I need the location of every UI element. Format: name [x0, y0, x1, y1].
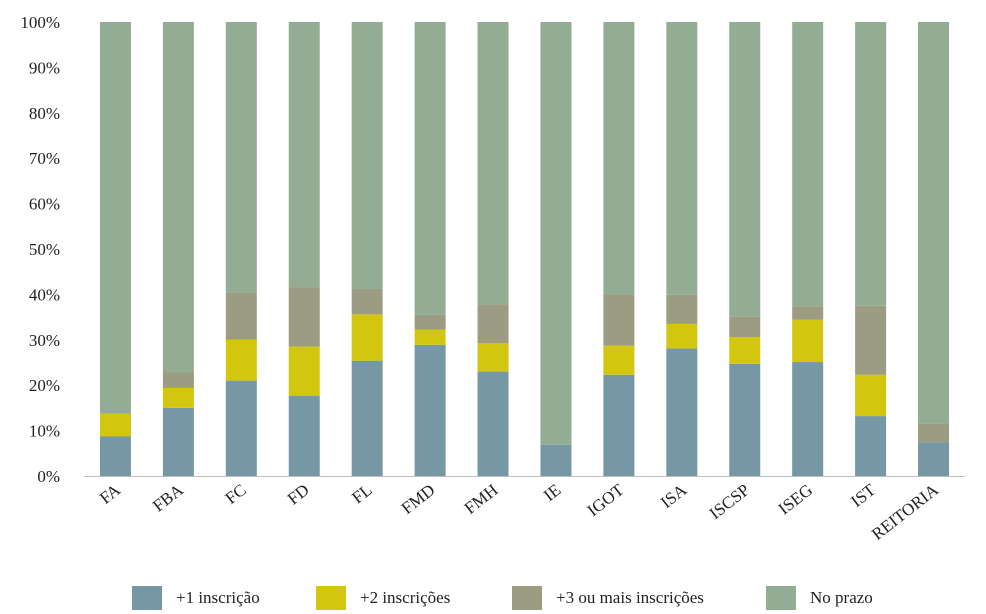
- bar-segment-fmh-s3: [477, 22, 509, 305]
- legend-item-plus2: +2 inscrições: [316, 586, 450, 610]
- bar-segment-ie-s3: [540, 22, 572, 445]
- bar-segment-iscsp-s0: [729, 363, 761, 476]
- bar-segment-iseg-s0: [792, 362, 824, 476]
- bar-segment-igot-s3: [603, 22, 635, 295]
- x-tick-label: FC: [222, 480, 250, 508]
- legend-swatch-plus1: [132, 586, 162, 610]
- bar-segment-fa-s0: [99, 436, 131, 476]
- y-tick-label: 100%: [20, 13, 60, 32]
- x-tick-label: FL: [348, 480, 375, 507]
- bar-segment-fl-s1: [351, 314, 383, 361]
- legend-swatch-plus3: [512, 586, 542, 610]
- bar-segment-fba-s0: [162, 407, 194, 476]
- bar-segment-isa-s2: [666, 294, 698, 324]
- legend-label-plus2: +2 inscrições: [360, 588, 451, 607]
- x-tick-label: FD: [284, 480, 313, 508]
- y-tick-label: 10%: [29, 422, 60, 441]
- bar-segment-fc-s2: [225, 292, 257, 340]
- bar-segment-fd-s3: [288, 22, 320, 288]
- legend-swatch-no-prazo: [766, 586, 796, 610]
- stacked-bar-chart: 0% 10% 20% 30% 40% 50% 60% 70% 80% 90% 100% FA FBA FC…: [20, 13, 965, 544]
- bar-segment-fba-s1: [162, 387, 194, 408]
- bar-segment-fd-s1: [288, 346, 320, 396]
- x-tick-label: FBA: [149, 480, 187, 516]
- bar-segment-iseg-s1: [792, 319, 824, 363]
- bar-segment-fmd-s3: [414, 22, 446, 315]
- bar-segment-igot-s2: [603, 294, 635, 346]
- y-tick-label: 80%: [29, 104, 60, 123]
- x-tick-label: ISA: [657, 480, 691, 512]
- bar-segment-fa-s1: [99, 413, 131, 437]
- legend-item-plus3: +3 ou mais inscrições: [512, 586, 704, 610]
- bar-segment-fd-s0: [288, 395, 320, 476]
- y-tick-label: 0%: [37, 467, 60, 486]
- y-tick-label: 70%: [29, 149, 60, 168]
- bar-segment-igot-s1: [603, 345, 635, 375]
- x-tick-label: FMD: [398, 480, 439, 518]
- bar-segment-igot-s0: [603, 374, 635, 476]
- bar-segment-reitoria-s3: [918, 22, 950, 424]
- bar-segment-iscsp-s1: [729, 337, 761, 364]
- bar-segment-iscsp-s2: [729, 316, 761, 338]
- bar-segment-fmd-s0: [414, 344, 446, 476]
- x-tick-label: ISEG: [775, 480, 816, 518]
- y-tick-label: 50%: [29, 240, 60, 259]
- legend-item-plus1: +1 inscrição: [132, 586, 260, 610]
- y-tick-label: 40%: [29, 285, 60, 304]
- bar-segment-fc-s3: [225, 22, 257, 293]
- x-tick-label: IE: [540, 480, 564, 505]
- x-tick-label: IGOT: [584, 480, 628, 520]
- legend-label-no-prazo: No prazo: [810, 588, 873, 607]
- bar-segment-ist-s1: [855, 374, 887, 417]
- bar-segment-fmh-s0: [477, 371, 509, 476]
- bar-segment-fmd-s1: [414, 329, 446, 345]
- legend-swatch-plus2: [316, 586, 346, 610]
- legend-label-plus3: +3 ou mais inscrições: [556, 588, 704, 607]
- bar-segment-fl-s3: [351, 22, 383, 289]
- bar-segment-ist-s3: [855, 22, 887, 306]
- x-tick-label: FA: [96, 480, 124, 508]
- bar-segment-fd-s2: [288, 287, 320, 347]
- bar-segment-isa-s1: [666, 323, 698, 349]
- bar-segment-isa-s3: [666, 22, 698, 295]
- bar-segment-fl-s0: [351, 360, 383, 476]
- y-tick-label: 30%: [29, 331, 60, 350]
- bar-segment-fba-s3: [162, 22, 194, 373]
- bar-segment-ist-s2: [855, 305, 887, 375]
- bar-segment-fc-s1: [225, 339, 257, 381]
- bar-segment-isa-s0: [666, 348, 698, 476]
- bar-segment-reitoria-s2: [918, 423, 950, 443]
- bar-segment-iseg-s2: [792, 306, 824, 320]
- bar-segment-ist-s0: [855, 416, 887, 476]
- bar-segment-fmh-s2: [477, 304, 509, 343]
- x-tick-label: FMH: [461, 480, 502, 518]
- bar-segment-fmd-s2: [414, 314, 446, 330]
- bar-segment-iseg-s3: [792, 22, 824, 307]
- bar-segment-iscsp-s3: [729, 22, 761, 317]
- x-tick-label: REITORIA: [868, 480, 943, 544]
- y-tick-label: 20%: [29, 376, 60, 395]
- legend: +1 inscrição +2 inscrições +3 ou mais in…: [0, 586, 986, 612]
- bar-segment-fmh-s1: [477, 342, 509, 372]
- bar-segment-fba-s2: [162, 372, 194, 388]
- y-tick-label: 60%: [29, 195, 60, 214]
- bar-segment-fc-s0: [225, 380, 257, 476]
- x-tick-label: ISCSP: [706, 480, 753, 523]
- y-tick-label: 90%: [29, 58, 60, 77]
- bar-segment-fl-s2: [351, 288, 383, 315]
- bar-segment-ie-s0: [540, 444, 572, 476]
- legend-item-no-prazo: No prazo: [766, 586, 873, 610]
- bar-segment-fa-s3: [99, 22, 131, 414]
- x-tick-label: IST: [847, 480, 879, 511]
- legend-label-plus1: +1 inscrição: [176, 588, 260, 607]
- bar-segment-reitoria-s0: [918, 442, 950, 476]
